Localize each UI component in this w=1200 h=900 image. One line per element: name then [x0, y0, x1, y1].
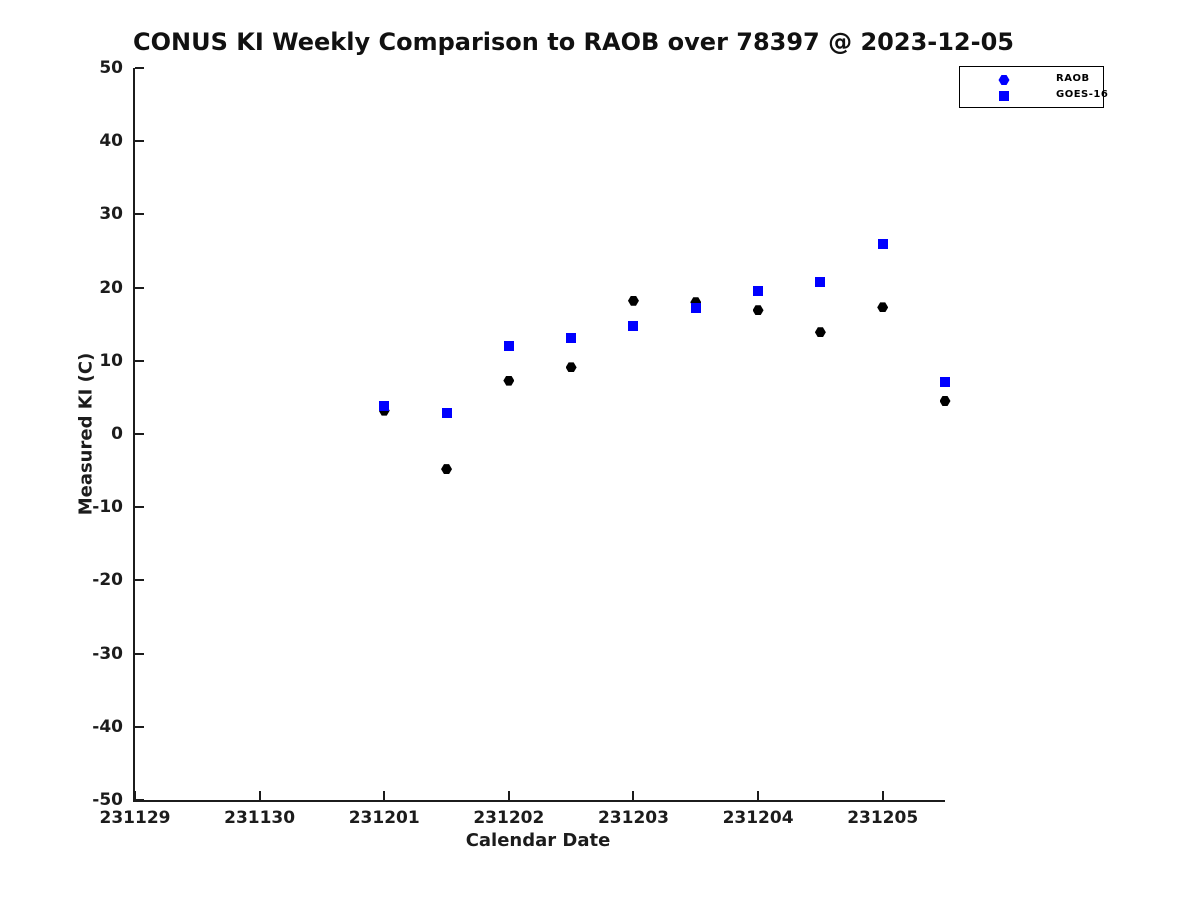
data-point-raob: [503, 375, 515, 386]
data-point-goes-16: [379, 401, 390, 412]
square-marker-icon: [999, 91, 1009, 101]
data-point-raob: [565, 362, 577, 373]
x-axis-tick: [258, 791, 261, 800]
y-axis-tick: [135, 506, 144, 509]
x-axis-tick: [134, 791, 136, 800]
y-axis-tick: [135, 725, 144, 728]
y-tick-label: 20: [99, 277, 123, 298]
chart-title: CONUS KI Weekly Comparison to RAOB over …: [133, 28, 1014, 56]
data-point-goes-16: [753, 286, 764, 297]
y-tick-label: -10: [92, 497, 123, 518]
hexagon-marker-icon: [998, 75, 1010, 85]
x-axis-tick: [881, 791, 884, 800]
x-tick-label: 231130: [224, 808, 296, 828]
y-tick-label: 0: [111, 424, 123, 444]
x-axis-tick: [632, 791, 635, 800]
x-tick-label: 231204: [722, 808, 794, 828]
x-axis-tick: [757, 791, 760, 800]
data-point-goes-16: [877, 239, 888, 250]
data-point-raob: [939, 396, 951, 407]
x-axis-tick: [507, 791, 510, 800]
data-point-raob: [690, 297, 702, 308]
x-tick-label: 231203: [597, 808, 669, 828]
data-point-goes-16: [815, 276, 826, 287]
y-tick-label: 10: [99, 350, 123, 371]
x-tick-label: 231205: [847, 808, 919, 828]
x-axis-tick: [383, 791, 386, 800]
y-tick-label: 50: [99, 58, 123, 78]
x-axis-label: Calendar Date: [465, 830, 611, 851]
y-axis-tick: [135, 213, 144, 216]
x-tick-label: 231201: [348, 808, 420, 828]
y-tick-label: 40: [99, 131, 123, 152]
data-point-raob: [441, 464, 453, 475]
data-point-goes-16: [690, 303, 701, 314]
y-tick-label: -20: [92, 570, 123, 591]
y-axis-tick: [135, 799, 144, 801]
y-axis-label: Measured KI (C): [75, 352, 97, 516]
data-point-raob: [814, 327, 826, 338]
legend: RAOB GOES-16: [959, 66, 1108, 108]
x-tick-label: 231129: [99, 808, 171, 828]
x-tick-label: 231202: [473, 808, 545, 828]
y-axis-tick: [135, 140, 144, 143]
y-axis-tick: [135, 579, 144, 582]
data-point-goes-16: [940, 377, 950, 388]
y-tick-label: -30: [92, 643, 123, 664]
legend-marker-cell: [996, 88, 1012, 104]
legend-label: GOES-16: [1056, 89, 1109, 100]
data-point-goes-16: [628, 320, 639, 331]
y-tick-label: -40: [92, 716, 123, 737]
legend-row: RAOB: [960, 72, 1103, 88]
data-point-raob: [752, 305, 764, 316]
legend-row: GOES-16: [960, 88, 1108, 104]
y-tick-label: 30: [99, 204, 123, 225]
y-axis-tick: [135, 286, 144, 289]
data-point-raob: [877, 302, 889, 313]
y-axis-tick: [135, 359, 144, 362]
data-point-goes-16: [503, 341, 514, 352]
plot-area: 50 40 30 20 10 0 -10 -20 -30 -40 -50 231129 231130 23…: [92, 58, 951, 828]
legend-marker-cell: [996, 72, 1012, 88]
data-point-goes-16: [566, 333, 577, 344]
data-point-raob: [627, 295, 639, 306]
y-axis-tick: [135, 652, 144, 655]
y-tick-label: -50: [92, 790, 123, 810]
legend-label: RAOB: [1056, 73, 1090, 84]
y-axis-tick: [135, 67, 144, 69]
y-axis-tick: [135, 433, 144, 435]
data-point-goes-16: [441, 407, 452, 418]
